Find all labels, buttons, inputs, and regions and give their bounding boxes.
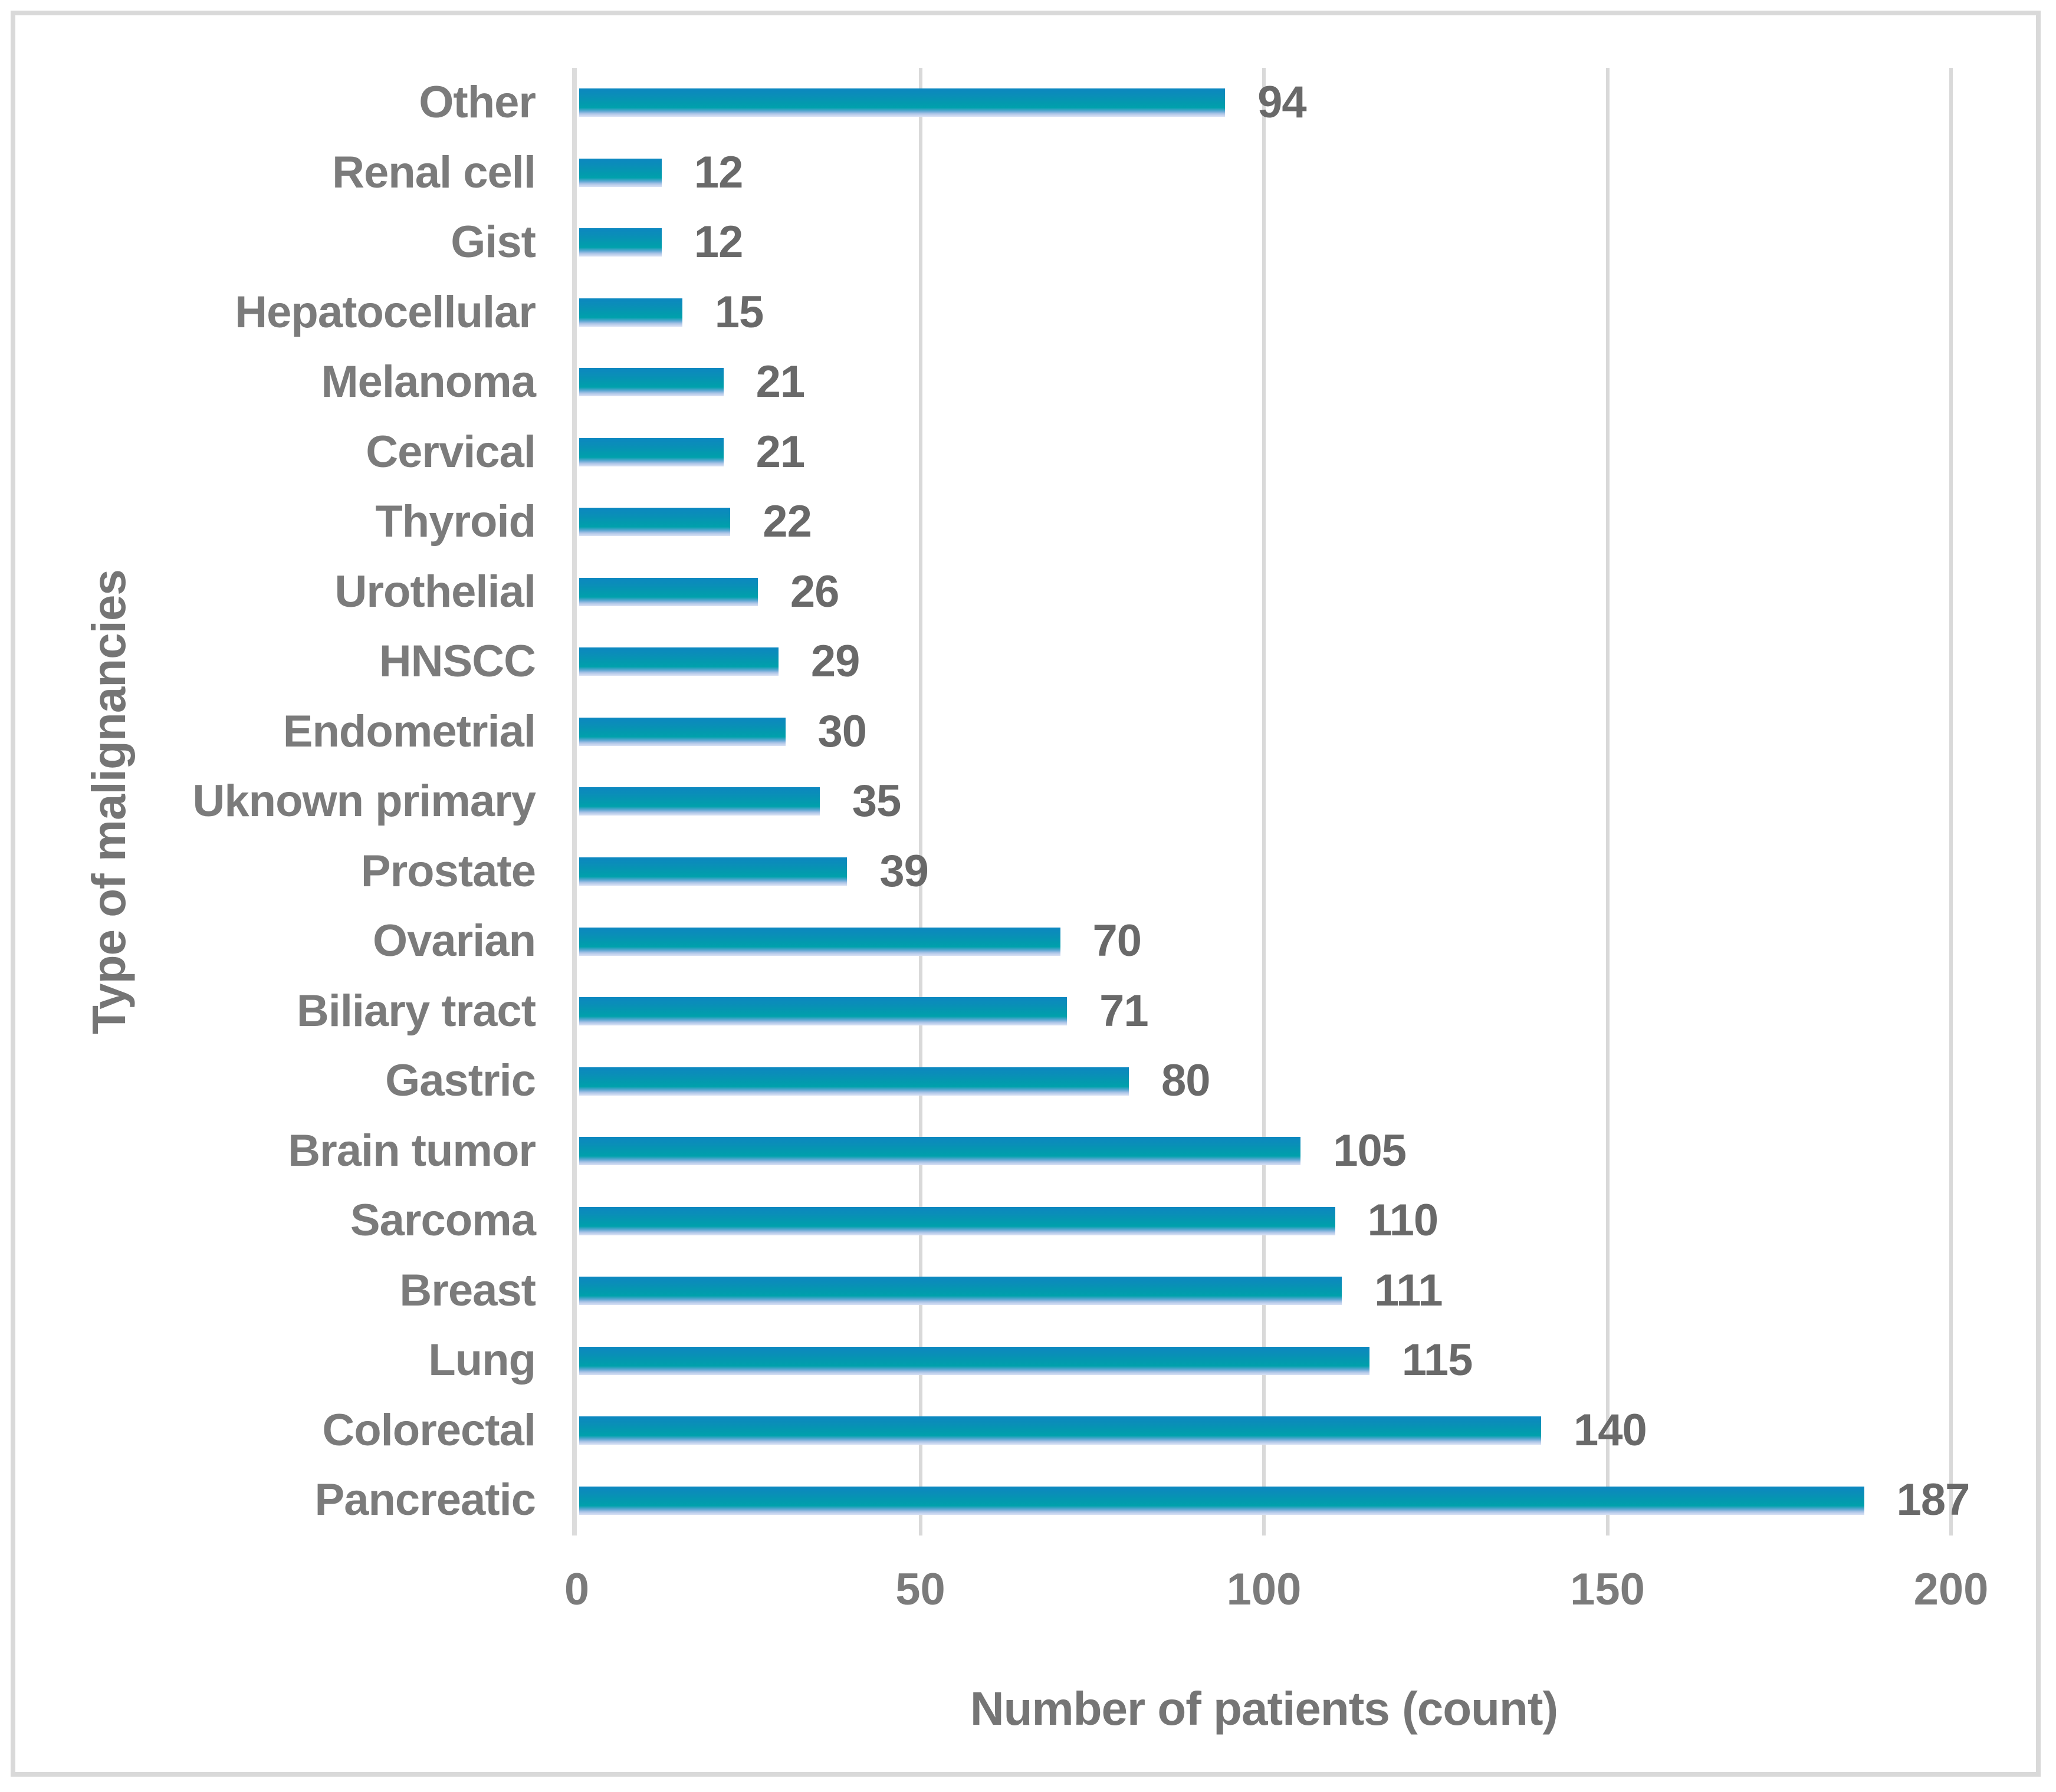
- table-row: Hepatocellular 15: [0, 278, 2056, 348]
- bar: [579, 1277, 1342, 1306]
- table-row: Other 94: [0, 68, 2056, 138]
- value-label: 39: [879, 846, 929, 896]
- gridline-100: [1262, 68, 1266, 1535]
- category-label: Melanoma: [321, 357, 536, 407]
- category-label: Brain tumor: [288, 1125, 536, 1176]
- bar: [579, 927, 1060, 956]
- bar: [579, 1346, 1369, 1375]
- value-label: 70: [1092, 916, 1142, 966]
- category-label: Lung: [428, 1335, 536, 1386]
- value-label: 140: [1574, 1405, 1647, 1455]
- category-label: Pancreatic: [314, 1475, 536, 1525]
- category-label: Hepatocellular: [235, 287, 536, 337]
- category-label: Endometrial: [283, 706, 536, 757]
- table-row: Prostate 39: [0, 837, 2056, 907]
- bar: [579, 1416, 1541, 1445]
- category-label: Renal cell: [332, 147, 536, 198]
- table-row: Sarcoma 110: [0, 1186, 2056, 1256]
- category-label: Colorectal: [322, 1405, 536, 1455]
- value-label: 71: [1099, 985, 1149, 1036]
- category-label: Cervical: [366, 426, 536, 477]
- category-label: Urothelial: [334, 566, 537, 617]
- table-row: Renal cell 12: [0, 138, 2056, 208]
- value-label: 12: [694, 217, 744, 268]
- value-label: 30: [817, 706, 868, 757]
- bar: [579, 508, 731, 537]
- gridline-50: [918, 68, 922, 1535]
- y-axis-line: [572, 68, 577, 1535]
- bar: [579, 647, 779, 676]
- table-row: Gist 12: [0, 208, 2056, 278]
- table-row: Breast 111: [0, 1256, 2056, 1326]
- bar: [579, 857, 848, 886]
- gridline-150: [1605, 68, 1610, 1535]
- chart-frame: [11, 11, 2041, 1777]
- x-tick-label: 200: [1913, 1564, 1989, 1615]
- category-label: Biliary tract: [296, 985, 536, 1036]
- table-row: Thyroid 22: [0, 487, 2056, 557]
- category-label: Thyroid: [375, 497, 536, 547]
- value-label: 110: [1367, 1195, 1439, 1246]
- category-label: Uknown primary: [192, 776, 536, 827]
- bar: [579, 298, 682, 327]
- category-label: Breast: [399, 1265, 536, 1316]
- bar: [579, 1206, 1335, 1235]
- value-label: 12: [694, 147, 744, 198]
- table-row: Colorectal 140: [0, 1396, 2056, 1466]
- table-row: Gastric 80: [0, 1046, 2056, 1116]
- category-label: Sarcoma: [350, 1195, 536, 1246]
- value-label: 29: [810, 636, 861, 687]
- bar: [579, 1486, 1864, 1515]
- table-row: Cervical 21: [0, 417, 2056, 488]
- value-label: 26: [790, 566, 840, 617]
- bar: [579, 228, 662, 257]
- category-label: Prostate: [360, 846, 536, 896]
- value-label: 80: [1161, 1056, 1211, 1106]
- category-label: Other: [419, 77, 536, 127]
- value-label: 35: [852, 776, 902, 827]
- category-label: Gist: [451, 217, 536, 268]
- gridline-200: [1949, 68, 1953, 1535]
- bar: [579, 1137, 1301, 1166]
- table-row: Melanoma 21: [0, 347, 2056, 417]
- category-label: HNSCC: [379, 636, 536, 687]
- x-tick-label: 150: [1570, 1564, 1645, 1615]
- bar: [579, 787, 820, 816]
- bar: [579, 368, 724, 397]
- bar: [579, 577, 758, 606]
- bar: [579, 997, 1068, 1026]
- x-tick-label: 0: [564, 1564, 590, 1615]
- plot-area: [572, 68, 1953, 1535]
- value-label: 21: [756, 426, 806, 477]
- value-label: 105: [1333, 1125, 1407, 1176]
- value-label: 15: [714, 287, 764, 337]
- bar: [579, 88, 1226, 117]
- x-tick-label: 100: [1226, 1564, 1302, 1615]
- x-tick-label: 50: [895, 1564, 945, 1615]
- bar: [579, 1067, 1129, 1096]
- table-row: Pancreatic 187: [0, 1465, 2056, 1535]
- table-row: Ovarian 70: [0, 906, 2056, 976]
- category-label: Ovarian: [372, 916, 536, 966]
- table-row: Urothelial 26: [0, 557, 2056, 627]
- value-label: 21: [756, 357, 806, 407]
- bar: [579, 438, 724, 466]
- table-row: Biliary tract 71: [0, 976, 2056, 1047]
- table-row: Lung 115: [0, 1326, 2056, 1396]
- value-label: 111: [1374, 1265, 1443, 1316]
- value-label: 22: [763, 497, 812, 547]
- x-axis-title: Number of patients (count): [970, 1682, 1558, 1735]
- value-label: 115: [1401, 1335, 1473, 1386]
- table-row: Endometrial 30: [0, 697, 2056, 767]
- value-label: 94: [1257, 77, 1307, 127]
- table-row: Uknown primary 35: [0, 767, 2056, 837]
- table-row: Brain tumor 105: [0, 1116, 2056, 1186]
- value-label: 187: [1896, 1475, 1970, 1525]
- bar: [579, 717, 786, 746]
- table-row: HNSCC 29: [0, 627, 2056, 697]
- category-label: Gastric: [385, 1056, 536, 1106]
- bar: [579, 158, 662, 187]
